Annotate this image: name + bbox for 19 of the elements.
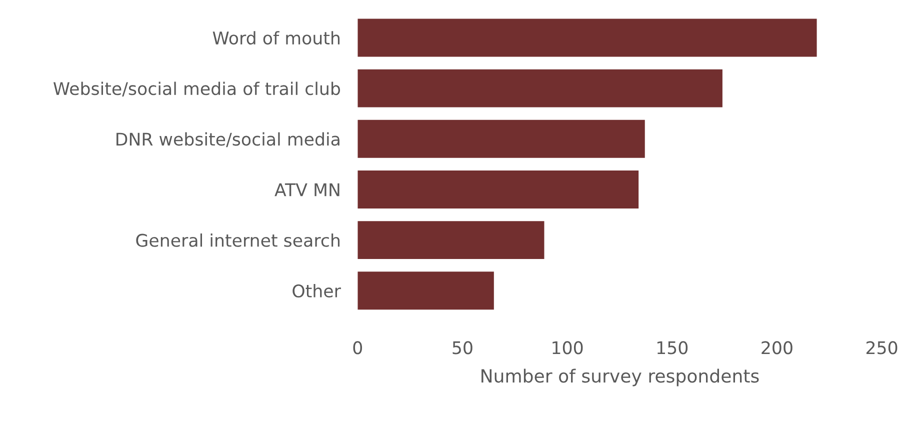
y-tick-label: ATV MN [274,183,340,196]
x-tick-label: 0 [353,341,362,354]
x-tick-label: 50 [452,341,472,354]
y-tick-label: Website/social media of trail club [53,82,340,97]
bar [358,272,494,310]
x-tick-label: 200 [762,341,792,354]
y-tick-label: Other [292,284,341,298]
y-tick-label: Word of mouth [212,31,340,45]
x-tick-label: 150 [657,341,688,354]
bar [358,170,639,208]
y-tick-label: General internet search [136,233,340,247]
bar [358,18,817,57]
x-tick-label: 250 [866,341,898,354]
bar [358,221,544,260]
x-tick-label: 100 [552,341,583,354]
bar [358,69,722,108]
y-tick-label: DNR website/social media [116,132,340,148]
bar [358,120,645,158]
x-axis-title: Number of survey respondents [482,368,759,386]
